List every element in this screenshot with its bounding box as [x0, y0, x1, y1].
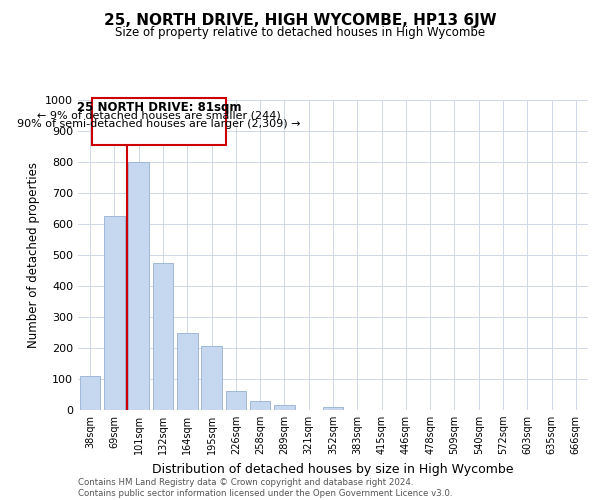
Bar	[274, 406, 295, 410]
Bar	[323, 407, 343, 410]
Text: 25 NORTH DRIVE: 81sqm: 25 NORTH DRIVE: 81sqm	[77, 100, 241, 114]
Bar	[92, 98, 226, 145]
Bar	[128, 162, 149, 410]
Bar	[201, 346, 222, 410]
Y-axis label: Number of detached properties: Number of detached properties	[26, 162, 40, 348]
Bar	[250, 400, 271, 410]
Bar	[152, 263, 173, 410]
X-axis label: Distribution of detached houses by size in High Wycombe: Distribution of detached houses by size …	[152, 462, 514, 475]
Text: Contains HM Land Registry data © Crown copyright and database right 2024.
Contai: Contains HM Land Registry data © Crown c…	[78, 478, 452, 498]
Bar	[226, 392, 246, 410]
Text: ← 9% of detached houses are smaller (244): ← 9% of detached houses are smaller (244…	[37, 110, 281, 120]
Text: 90% of semi-detached houses are larger (2,309) →: 90% of semi-detached houses are larger (…	[17, 119, 301, 129]
Text: 25, NORTH DRIVE, HIGH WYCOMBE, HP13 6JW: 25, NORTH DRIVE, HIGH WYCOMBE, HP13 6JW	[104, 12, 496, 28]
Bar	[104, 216, 125, 410]
Bar	[177, 332, 197, 410]
Text: Size of property relative to detached houses in High Wycombe: Size of property relative to detached ho…	[115, 26, 485, 39]
Bar	[80, 376, 100, 410]
